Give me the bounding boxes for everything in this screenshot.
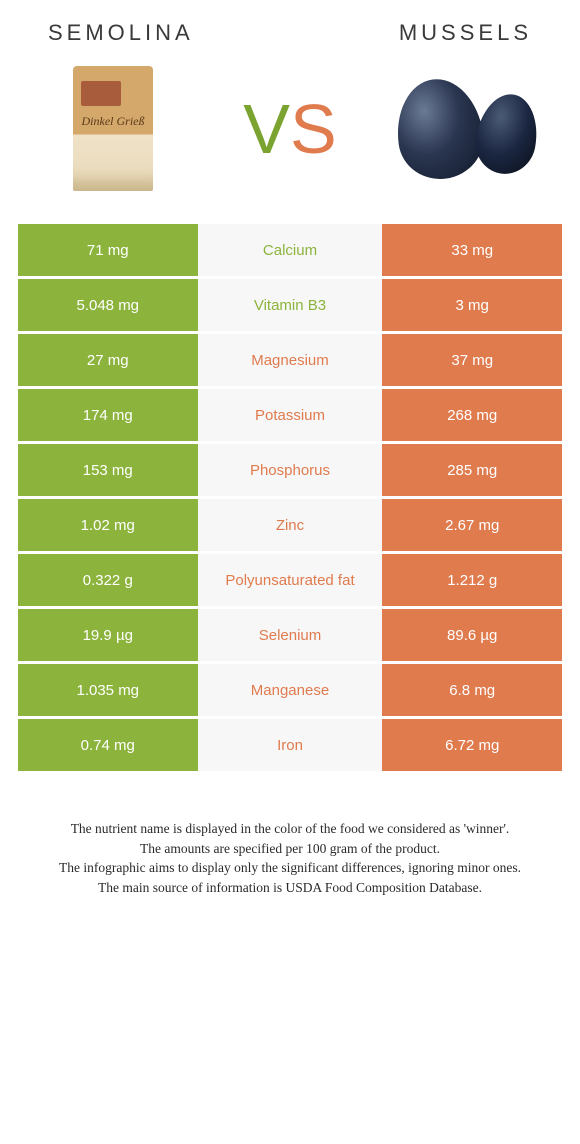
vs-v-letter: V <box>243 89 290 169</box>
nutrient-table: 71 mgCalcium33 mg5.048 mgVitamin B33 mg2… <box>18 221 562 774</box>
nutrient-row: 1.035 mgManganese6.8 mg <box>18 664 562 716</box>
nutrient-row: 27 mgMagnesium37 mg <box>18 334 562 386</box>
left-value-cell: 71 mg <box>18 224 198 276</box>
semolina-bag-icon: Dinkel Grieß <box>73 66 153 191</box>
nutrient-row: 19.9 µgSelenium89.6 µg <box>18 609 562 661</box>
mussels-image <box>392 61 542 196</box>
nutrient-name-cell: Zinc <box>198 499 383 551</box>
left-value-cell: 19.9 µg <box>18 609 198 661</box>
header-row: SEMOLINA MUSSELS <box>18 20 562 46</box>
nutrient-name-cell: Vitamin B3 <box>198 279 383 331</box>
right-value-cell: 268 mg <box>382 389 562 441</box>
nutrient-name-cell: Phosphorus <box>198 444 383 496</box>
footer-line: The amounts are specified per 100 gram o… <box>33 839 547 859</box>
nutrient-name-cell: Manganese <box>198 664 383 716</box>
nutrient-row: 153 mgPhosphorus285 mg <box>18 444 562 496</box>
left-value-cell: 0.74 mg <box>18 719 198 771</box>
nutrient-name-cell: Potassium <box>198 389 383 441</box>
nutrient-row: 1.02 mgZinc2.67 mg <box>18 499 562 551</box>
right-value-cell: 1.212 g <box>382 554 562 606</box>
mussel-shell-icon <box>471 89 544 178</box>
right-food-title: MUSSELS <box>399 20 532 46</box>
right-value-cell: 2.67 mg <box>382 499 562 551</box>
nutrient-name-cell: Magnesium <box>198 334 383 386</box>
nutrient-name-cell: Iron <box>198 719 383 771</box>
nutrient-row: 71 mgCalcium33 mg <box>18 224 562 276</box>
left-value-cell: 153 mg <box>18 444 198 496</box>
footer-line: The nutrient name is displayed in the co… <box>33 819 547 839</box>
mussel-shell-icon <box>390 73 488 184</box>
left-value-cell: 174 mg <box>18 389 198 441</box>
right-value-cell: 89.6 µg <box>382 609 562 661</box>
semolina-image: Dinkel Grieß <box>38 61 188 196</box>
right-value-cell: 33 mg <box>382 224 562 276</box>
right-value-cell: 6.8 mg <box>382 664 562 716</box>
images-row: Dinkel Grieß VS <box>18 61 562 196</box>
left-value-cell: 1.02 mg <box>18 499 198 551</box>
nutrient-row: 0.322 gPolyunsaturated fat1.212 g <box>18 554 562 606</box>
right-value-cell: 3 mg <box>382 279 562 331</box>
footer-line: The infographic aims to display only the… <box>33 858 547 878</box>
right-value-cell: 285 mg <box>382 444 562 496</box>
nutrient-name-cell: Calcium <box>198 224 383 276</box>
footer-notes: The nutrient name is displayed in the co… <box>18 819 562 897</box>
mussels-icon <box>392 74 542 184</box>
bag-text: Dinkel Grieß <box>73 114 153 129</box>
nutrient-row: 174 mgPotassium268 mg <box>18 389 562 441</box>
nutrient-name-cell: Selenium <box>198 609 383 661</box>
nutrient-row: 0.74 mgIron6.72 mg <box>18 719 562 771</box>
left-food-title: SEMOLINA <box>48 20 194 46</box>
nutrient-name-cell: Polyunsaturated fat <box>198 554 383 606</box>
bag-sticker-icon <box>81 81 121 106</box>
left-value-cell: 5.048 mg <box>18 279 198 331</box>
left-value-cell: 1.035 mg <box>18 664 198 716</box>
right-value-cell: 37 mg <box>382 334 562 386</box>
vs-label: VS <box>243 89 336 169</box>
right-value-cell: 6.72 mg <box>382 719 562 771</box>
left-value-cell: 27 mg <box>18 334 198 386</box>
left-value-cell: 0.322 g <box>18 554 198 606</box>
footer-line: The main source of information is USDA F… <box>33 878 547 898</box>
vs-s-letter: S <box>290 89 337 169</box>
nutrient-row: 5.048 mgVitamin B33 mg <box>18 279 562 331</box>
